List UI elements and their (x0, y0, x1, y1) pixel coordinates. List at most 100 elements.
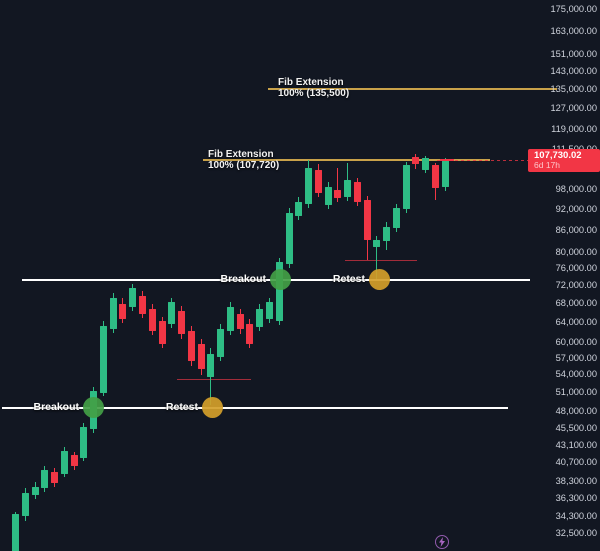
candle (372, 239, 380, 247)
last-price-dotted-line (437, 160, 530, 161)
fib-extension-value: 100% (135,500) (278, 88, 350, 100)
candle (197, 343, 205, 369)
axis-tick-label: 163,000.00 (550, 25, 597, 36)
candle (363, 200, 371, 241)
axis-tick-label: 143,000.00 (550, 66, 597, 77)
breakout-circle[interactable] (269, 269, 291, 291)
candle (421, 158, 429, 171)
chart-plot-area[interactable]: Breakout Retest Breakout Retest Fib Extensi… (0, 0, 557, 551)
fib-extension-value: 100% (107,720) (208, 159, 280, 171)
candle (99, 326, 107, 393)
candle (177, 311, 185, 334)
bar-countdown: 6d 17h (534, 159, 560, 170)
candle (158, 321, 166, 344)
retest-circle[interactable] (201, 397, 223, 419)
candle (118, 304, 126, 320)
candle (21, 493, 29, 517)
retest-circle[interactable] (368, 269, 390, 291)
candle (255, 309, 263, 327)
candle (382, 226, 390, 242)
swing-low-line[interactable] (345, 259, 417, 262)
axis-tick-label: 60,000.00 (555, 336, 597, 347)
markers-layer: Breakout Retest Breakout Retest (33, 269, 390, 419)
candle (31, 486, 39, 496)
axis-tick-label: 80,000.00 (555, 247, 597, 258)
fib-extension-line[interactable] (268, 87, 557, 90)
fib-extension-label-135500[interactable]: Fib Extension 100% (135,500) (278, 77, 349, 99)
breakout-circle[interactable] (82, 397, 104, 419)
axis-tick-label: 119,000.00 (551, 123, 597, 134)
candle (402, 165, 410, 210)
candle (294, 202, 302, 217)
axis-tick-label: 64,000.00 (555, 316, 597, 327)
candle (441, 160, 449, 188)
last-price-badge: 107,730.02 6d 17h (528, 148, 600, 172)
candle (206, 353, 214, 377)
candle (265, 302, 273, 320)
fib-extension-title: Fib Extension (208, 148, 274, 160)
candle (353, 182, 361, 203)
candle (314, 170, 322, 194)
candles-layer (11, 154, 449, 551)
axis-tick-label: 45,500.00 (555, 422, 597, 433)
breakout-label: Breakout (33, 400, 79, 413)
candle-wick (375, 236, 377, 279)
axis-tick-label: 57,000.00 (555, 352, 597, 363)
candle (226, 307, 234, 331)
axis-tick-label: 135,000.00 (550, 84, 597, 95)
candle (128, 288, 136, 308)
axis-tick-label: 76,000.00 (555, 263, 597, 274)
candle (138, 295, 146, 315)
last-price-line-stub (440, 159, 454, 161)
candle (148, 309, 156, 331)
candle (431, 165, 439, 189)
candle (324, 187, 332, 206)
lightning-bolt-glyph (439, 537, 445, 547)
support-resistance-line[interactable] (2, 406, 508, 409)
candle (343, 180, 351, 198)
axis-tick-label: 86,000.00 (555, 224, 597, 235)
candle (333, 190, 341, 199)
boost-lightning-icon[interactable] (435, 535, 449, 549)
candle (11, 514, 19, 551)
candle (411, 157, 419, 164)
retest-label: Retest (332, 272, 365, 285)
candle (392, 208, 400, 229)
candle (285, 213, 293, 265)
axis-tick-label: 34,300.00 (555, 510, 597, 521)
candle (79, 426, 87, 458)
axis-tick-label: 54,000.00 (555, 369, 597, 380)
price-axis[interactable]: 175,000.00 163,000.00 151,000.00 143,000.00… (530, 0, 600, 551)
fib-extension-label-107720[interactable]: Fib Extension 100% (107,720) (208, 149, 279, 171)
axis-tick-label: 151,000.00 (550, 49, 597, 60)
candle-wick (336, 167, 338, 203)
axis-tick-label: 38,300.00 (555, 476, 597, 487)
candle (304, 167, 312, 205)
axis-tick-label: 92,000.00 (555, 203, 597, 214)
retest-label: Retest (165, 400, 198, 413)
candle (40, 469, 48, 489)
candle (60, 450, 68, 474)
axis-tick-label: 48,000.00 (555, 406, 597, 417)
axis-tick-label: 98,000.00 (555, 183, 597, 194)
axis-tick-label: 68,000.00 (555, 297, 597, 308)
fib-extension-line[interactable] (203, 159, 490, 162)
axis-tick-label: 72,000.00 (555, 279, 597, 290)
last-price-value: 107,730.02 (534, 149, 582, 161)
fib-extension-title: Fib Extension (278, 77, 344, 89)
axis-tick-label: 36,300.00 (555, 493, 597, 504)
candle (187, 330, 195, 361)
candle (109, 298, 117, 329)
candle (70, 454, 78, 467)
candle (167, 302, 175, 325)
axis-tick-label: 43,100.00 (555, 439, 597, 450)
axis-tick-label: 51,000.00 (555, 387, 597, 398)
candle (50, 472, 58, 483)
candle (236, 314, 244, 329)
axis-tick-label: 127,000.00 (550, 103, 597, 114)
swing-low-line[interactable] (177, 378, 251, 381)
axis-tick-label: 40,700.00 (555, 457, 597, 468)
axis-tick-label: 175,000.00 (550, 3, 597, 14)
candle (216, 328, 224, 357)
